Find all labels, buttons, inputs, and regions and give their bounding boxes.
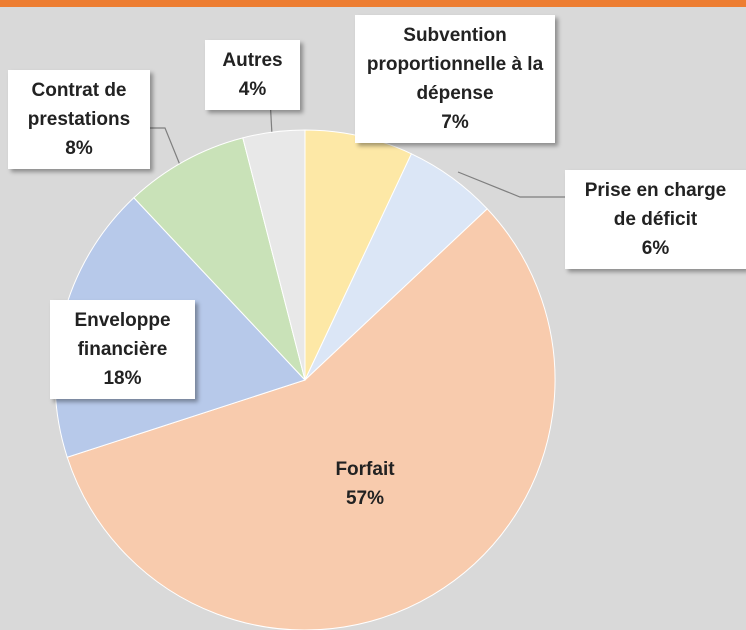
value-label: 7% <box>441 112 469 133</box>
value-label: 6% <box>641 238 670 259</box>
category-label: Enveloppe financière <box>74 310 171 360</box>
category-label: Autres <box>222 50 283 71</box>
data-label: Contrat de prestations 8% <box>8 70 150 169</box>
data-label: Prise en charge de déficit 6% <box>565 170 746 269</box>
data-label: Autres 4% <box>205 40 300 110</box>
category-label: Forfait <box>335 459 395 480</box>
top-bar <box>0 0 746 7</box>
data-label: Subvention proportionnelle à la dépense 7… <box>355 15 555 143</box>
category-label: Subvention proportionnelle à la dépense <box>366 25 544 104</box>
value-label: 18% <box>103 368 142 389</box>
leader-line <box>457 171 565 198</box>
pie-slice <box>133 137 306 381</box>
category-label: Prise en charge de déficit <box>584 180 727 230</box>
category-label: Contrat de prestations <box>27 80 131 130</box>
value-label: 4% <box>238 79 267 100</box>
data-label: Forfait 57% <box>300 455 430 513</box>
value-label: 8% <box>65 138 93 159</box>
data-label: Enveloppe financière 18% <box>50 300 195 399</box>
pie-slice <box>242 129 306 381</box>
pie-slice <box>66 208 556 630</box>
leader-line <box>150 127 181 166</box>
value-label: 57% <box>345 488 385 509</box>
